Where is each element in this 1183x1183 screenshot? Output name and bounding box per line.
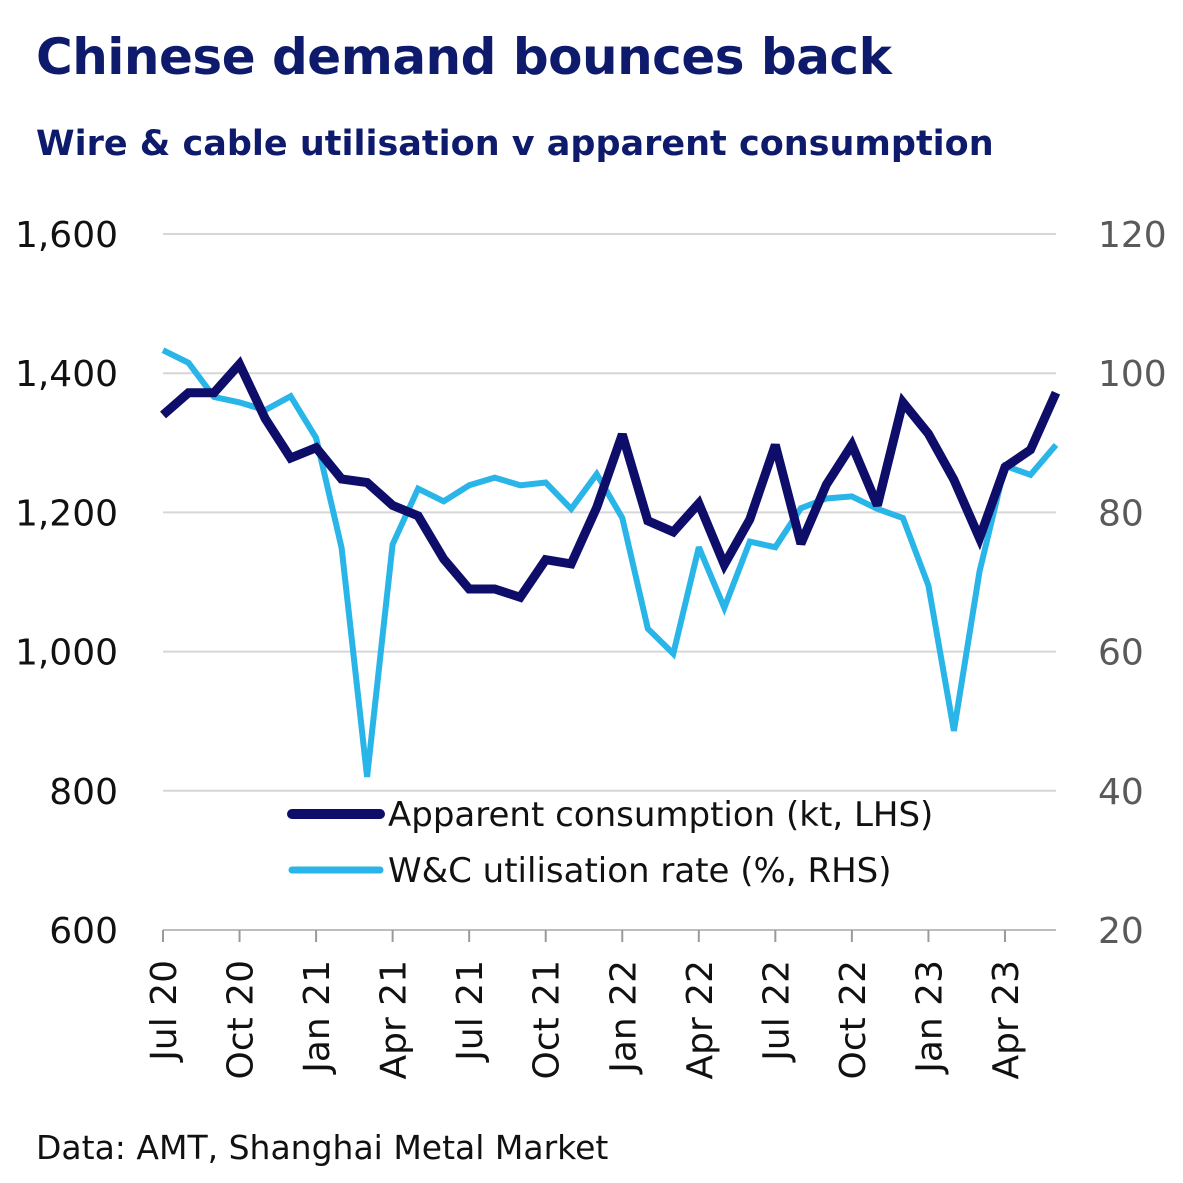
x-tick-label: Jan 23 bbox=[909, 960, 950, 1075]
x-tick-label: Oct 21 bbox=[527, 960, 568, 1080]
x-tick-label: Jul 22 bbox=[756, 960, 797, 1063]
x-tick-label: Jan 22 bbox=[603, 960, 644, 1075]
line-chart: 600 20 800 40 1,000 60 1,200 80 1,400 100 1,600 120… bbox=[0, 0, 1183, 1120]
left-tick-label: 1,200 bbox=[15, 493, 118, 534]
legend-label: W&C utilisation rate (%, RHS) bbox=[388, 851, 891, 891]
x-tick-label: Jul 21 bbox=[450, 960, 491, 1063]
right-tick-label: 40 bbox=[1098, 772, 1144, 813]
right-tick-label: 120 bbox=[1098, 215, 1167, 256]
x-tick-label: Jul 20 bbox=[144, 960, 185, 1063]
x-tick-label: Oct 20 bbox=[221, 960, 262, 1080]
left-tick-label: 600 bbox=[49, 911, 118, 952]
left-tick-label: 1,600 bbox=[15, 215, 118, 256]
left-tick-label: 1,000 bbox=[15, 633, 118, 674]
right-tick-label: 20 bbox=[1098, 911, 1144, 952]
source-note: Data: AMT, Shanghai Metal Market bbox=[36, 1128, 608, 1167]
x-tick-label: Apr 21 bbox=[374, 960, 415, 1080]
series-lines bbox=[163, 350, 1056, 777]
right-tick-label: 80 bbox=[1098, 493, 1144, 534]
x-tick-label: Apr 23 bbox=[986, 960, 1027, 1080]
left-tick-label: 1,400 bbox=[15, 354, 118, 395]
axes: 600 20 800 40 1,000 60 1,200 80 1,400 100 1,600 120… bbox=[15, 215, 1167, 1080]
right-tick-label: 60 bbox=[1098, 633, 1144, 674]
x-tick-label: Apr 22 bbox=[680, 960, 721, 1080]
gridlines bbox=[163, 234, 1056, 791]
legend-label: Apparent consumption (kt, LHS) bbox=[388, 795, 933, 835]
legend: Apparent consumption (kt, LHS) W&C utilis… bbox=[292, 795, 933, 891]
right-tick-label: 100 bbox=[1098, 354, 1167, 395]
series-line-utilisation-rate bbox=[163, 350, 1056, 777]
x-tick-label: Jan 21 bbox=[297, 960, 338, 1075]
left-tick-label: 800 bbox=[49, 772, 118, 813]
x-tick-label: Oct 22 bbox=[833, 960, 874, 1080]
